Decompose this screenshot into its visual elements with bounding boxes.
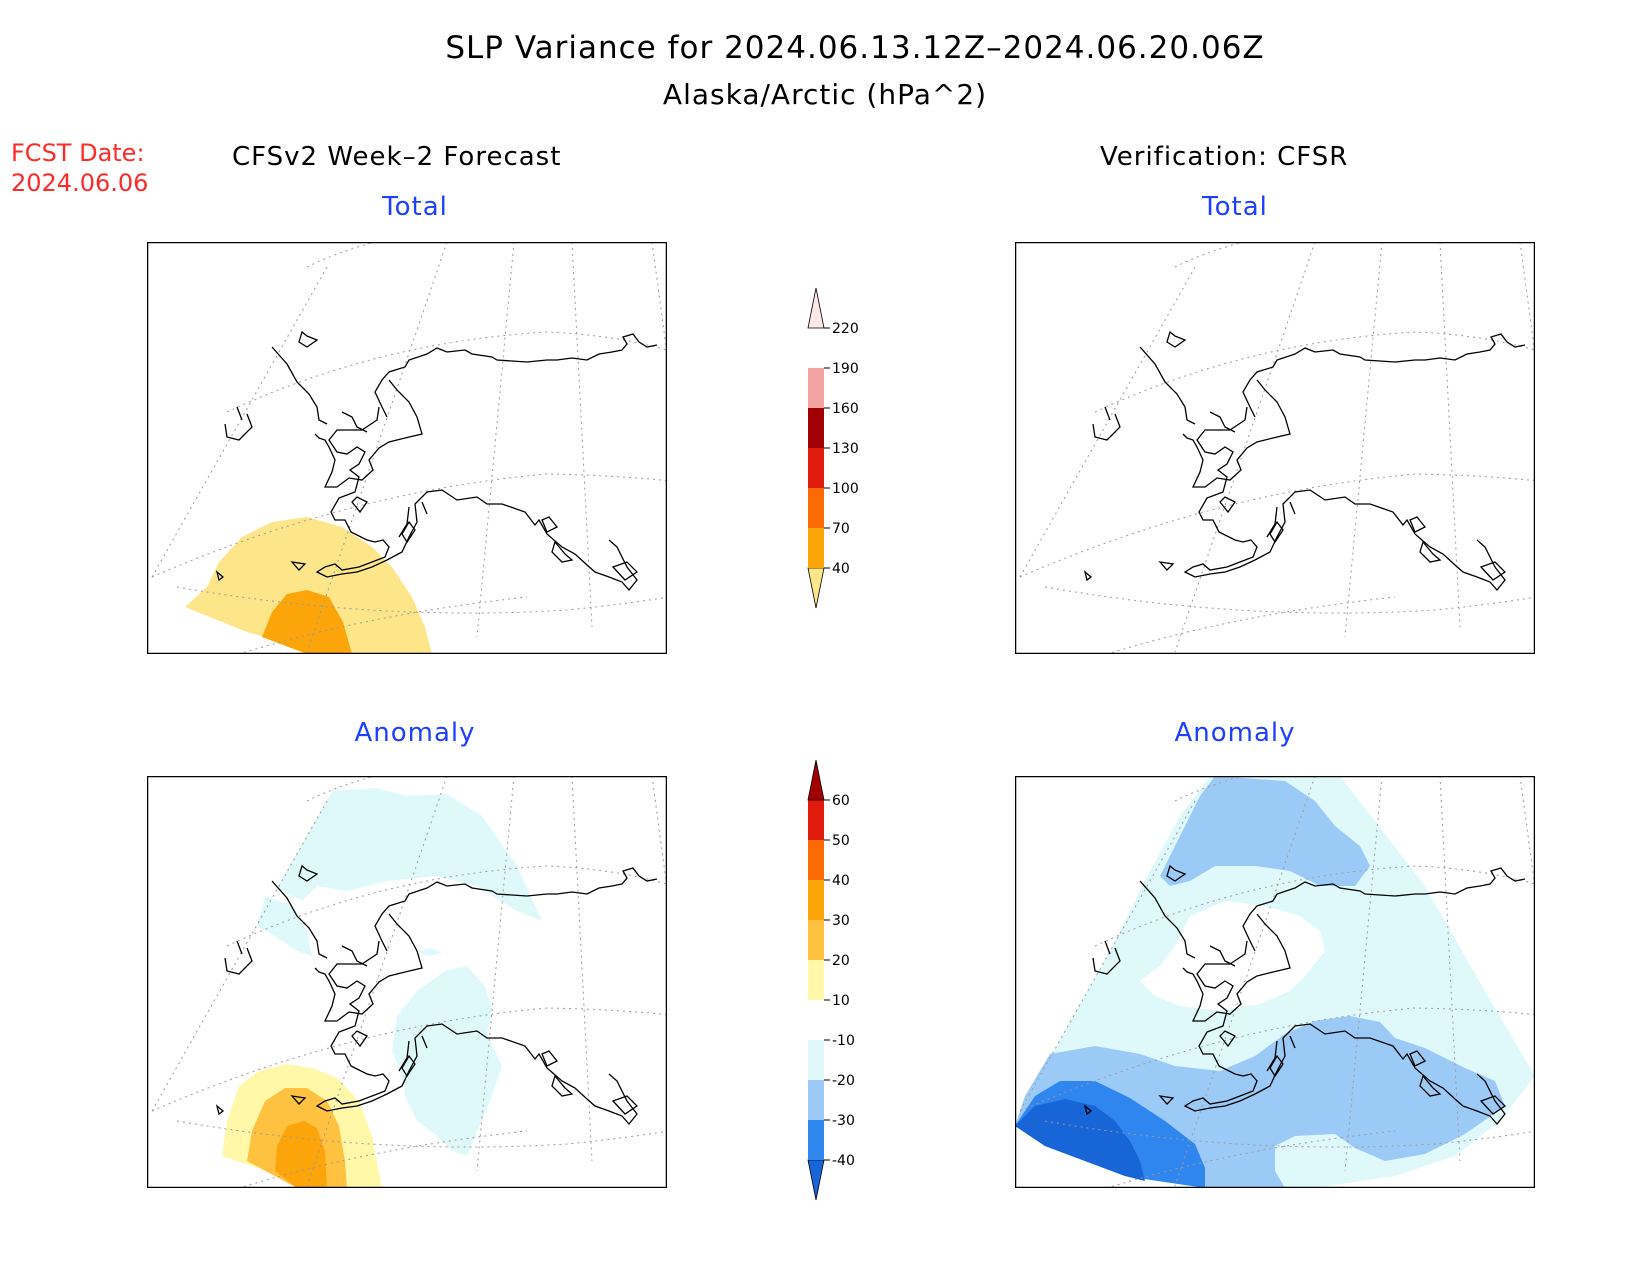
anomaly-colorbar-swatch (808, 1000, 824, 1040)
total-colorbar-swatch (808, 448, 824, 488)
forecast-anomaly-small-neg10 (417, 948, 442, 956)
anomaly-colorbar-swatch (808, 800, 824, 840)
forecast-anomaly-north-neg10 (277, 788, 542, 921)
total-colorbar-swatch (808, 528, 824, 568)
anomaly-colorbar-swatch (808, 880, 824, 920)
anomaly-colorbar-swatch (808, 920, 824, 960)
forecast-total-contour-70 (262, 590, 352, 654)
total-colorbar-swatch (808, 408, 824, 448)
anomaly-colorbar-label: 20 (832, 953, 850, 969)
anomaly-colorbar-label: 50 (832, 833, 850, 849)
forecast-anomaly-pos30 (275, 1121, 327, 1188)
forecast-anomaly-central-neg10 (392, 966, 502, 1156)
forecast-date: FCST Date: 2024.06.06 (11, 138, 148, 198)
anomaly-colorbar-swatch (808, 960, 824, 1000)
verification-anomaly-neutral-arctic (1140, 901, 1325, 1011)
anomaly-colorbar-swatch (807, 1159, 825, 1201)
anomaly-colorbar-label: 40 (832, 873, 850, 889)
total-colorbar-label: 40 (832, 561, 850, 577)
total-colorbar-label: 190 (832, 361, 859, 377)
total-colorbar-swatch (808, 488, 824, 528)
anomaly-colorbar-swatch (808, 1120, 824, 1160)
anomaly-colorbar-label: 30 (832, 913, 850, 929)
total-colorbar-label: 220 (832, 321, 859, 337)
verification-anomaly-title: Anomaly (1174, 718, 1296, 748)
total-colorbar-label: 70 (832, 521, 850, 537)
figure-subtitle: Alaska/Arctic (hPa^2) (662, 78, 988, 111)
total-colorbar-swatch (807, 567, 825, 609)
anomaly-colorbar-swatch (808, 1080, 824, 1120)
forecast-date-label: FCST Date: (11, 139, 145, 167)
verification-total-map (1015, 242, 1535, 654)
forecast-date-value: 2024.06.06 (11, 169, 149, 197)
total-colorbar: 40 70 100 130 160 190 220 (807, 287, 859, 609)
verification-column-title: Verification: CFSR (1100, 142, 1349, 172)
total-colorbar-label: 100 (832, 481, 859, 497)
anomaly-colorbar-label: -10 (832, 1033, 855, 1049)
anomaly-colorbar-label: 10 (832, 993, 850, 1009)
anomaly-colorbar-swatch (808, 1040, 824, 1080)
anomaly-colorbar-label: -20 (832, 1073, 855, 1089)
anomaly-colorbar-label: -40 (832, 1153, 855, 1169)
verification-anomaly-neutral-east (1445, 876, 1535, 966)
forecast-anomaly-title: Anomaly (354, 718, 476, 748)
forecast-anomaly-west-neg10 (257, 896, 312, 956)
total-colorbar-label: 160 (832, 401, 859, 417)
total-colorbar-label: 130 (832, 441, 859, 457)
forecast-anomaly-map (147, 776, 667, 1188)
anomaly-colorbar-swatch (807, 759, 825, 801)
verification-anomaly-neg40 (1015, 1099, 1145, 1181)
forecast-total-map (147, 242, 667, 654)
verification-total-title: Total (1202, 192, 1268, 222)
verification-anomaly-neg20-north (1160, 776, 1370, 886)
anomaly-colorbar-label: 60 (832, 793, 850, 809)
total-colorbar-swatch (807, 287, 825, 329)
forecast-total-contour-40 (185, 517, 432, 654)
anomaly-colorbar: -40 -30 -20 -10 10 20 30 40 50 60 (807, 759, 855, 1201)
anomaly-colorbar-label: -30 (832, 1113, 855, 1129)
total-colorbar-swatch (808, 368, 824, 408)
figure-title: SLP Variance for 2024.06.13.12Z–2024.06.… (445, 30, 1265, 66)
forecast-column-title: CFSv2 Week–2 Forecast (232, 142, 562, 172)
forecast-total-title: Total (382, 192, 448, 222)
verification-anomaly-map (1015, 776, 1535, 1188)
anomaly-colorbar-swatch (808, 840, 824, 880)
